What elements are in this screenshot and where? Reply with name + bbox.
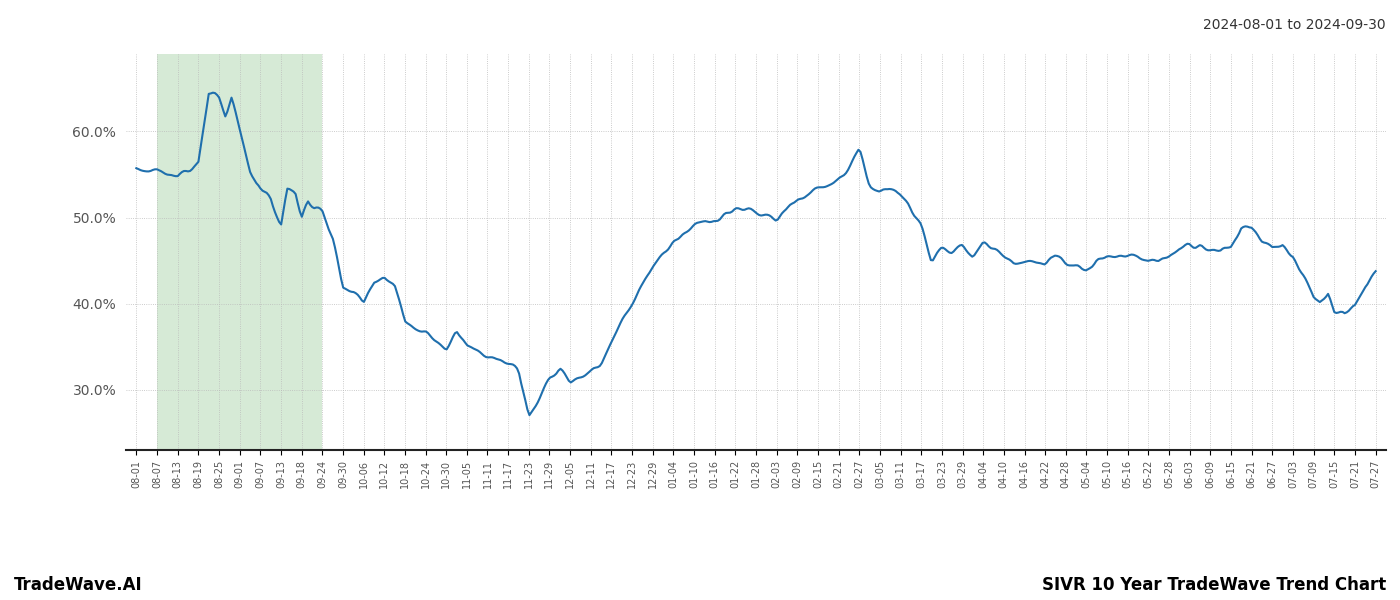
Bar (157, 54, 322, 450)
Text: SIVR 10 Year TradeWave Trend Chart: SIVR 10 Year TradeWave Trend Chart (1042, 576, 1386, 594)
Text: TradeWave.AI: TradeWave.AI (14, 576, 143, 594)
Text: 2024-08-01 to 2024-09-30: 2024-08-01 to 2024-09-30 (1204, 18, 1386, 32)
